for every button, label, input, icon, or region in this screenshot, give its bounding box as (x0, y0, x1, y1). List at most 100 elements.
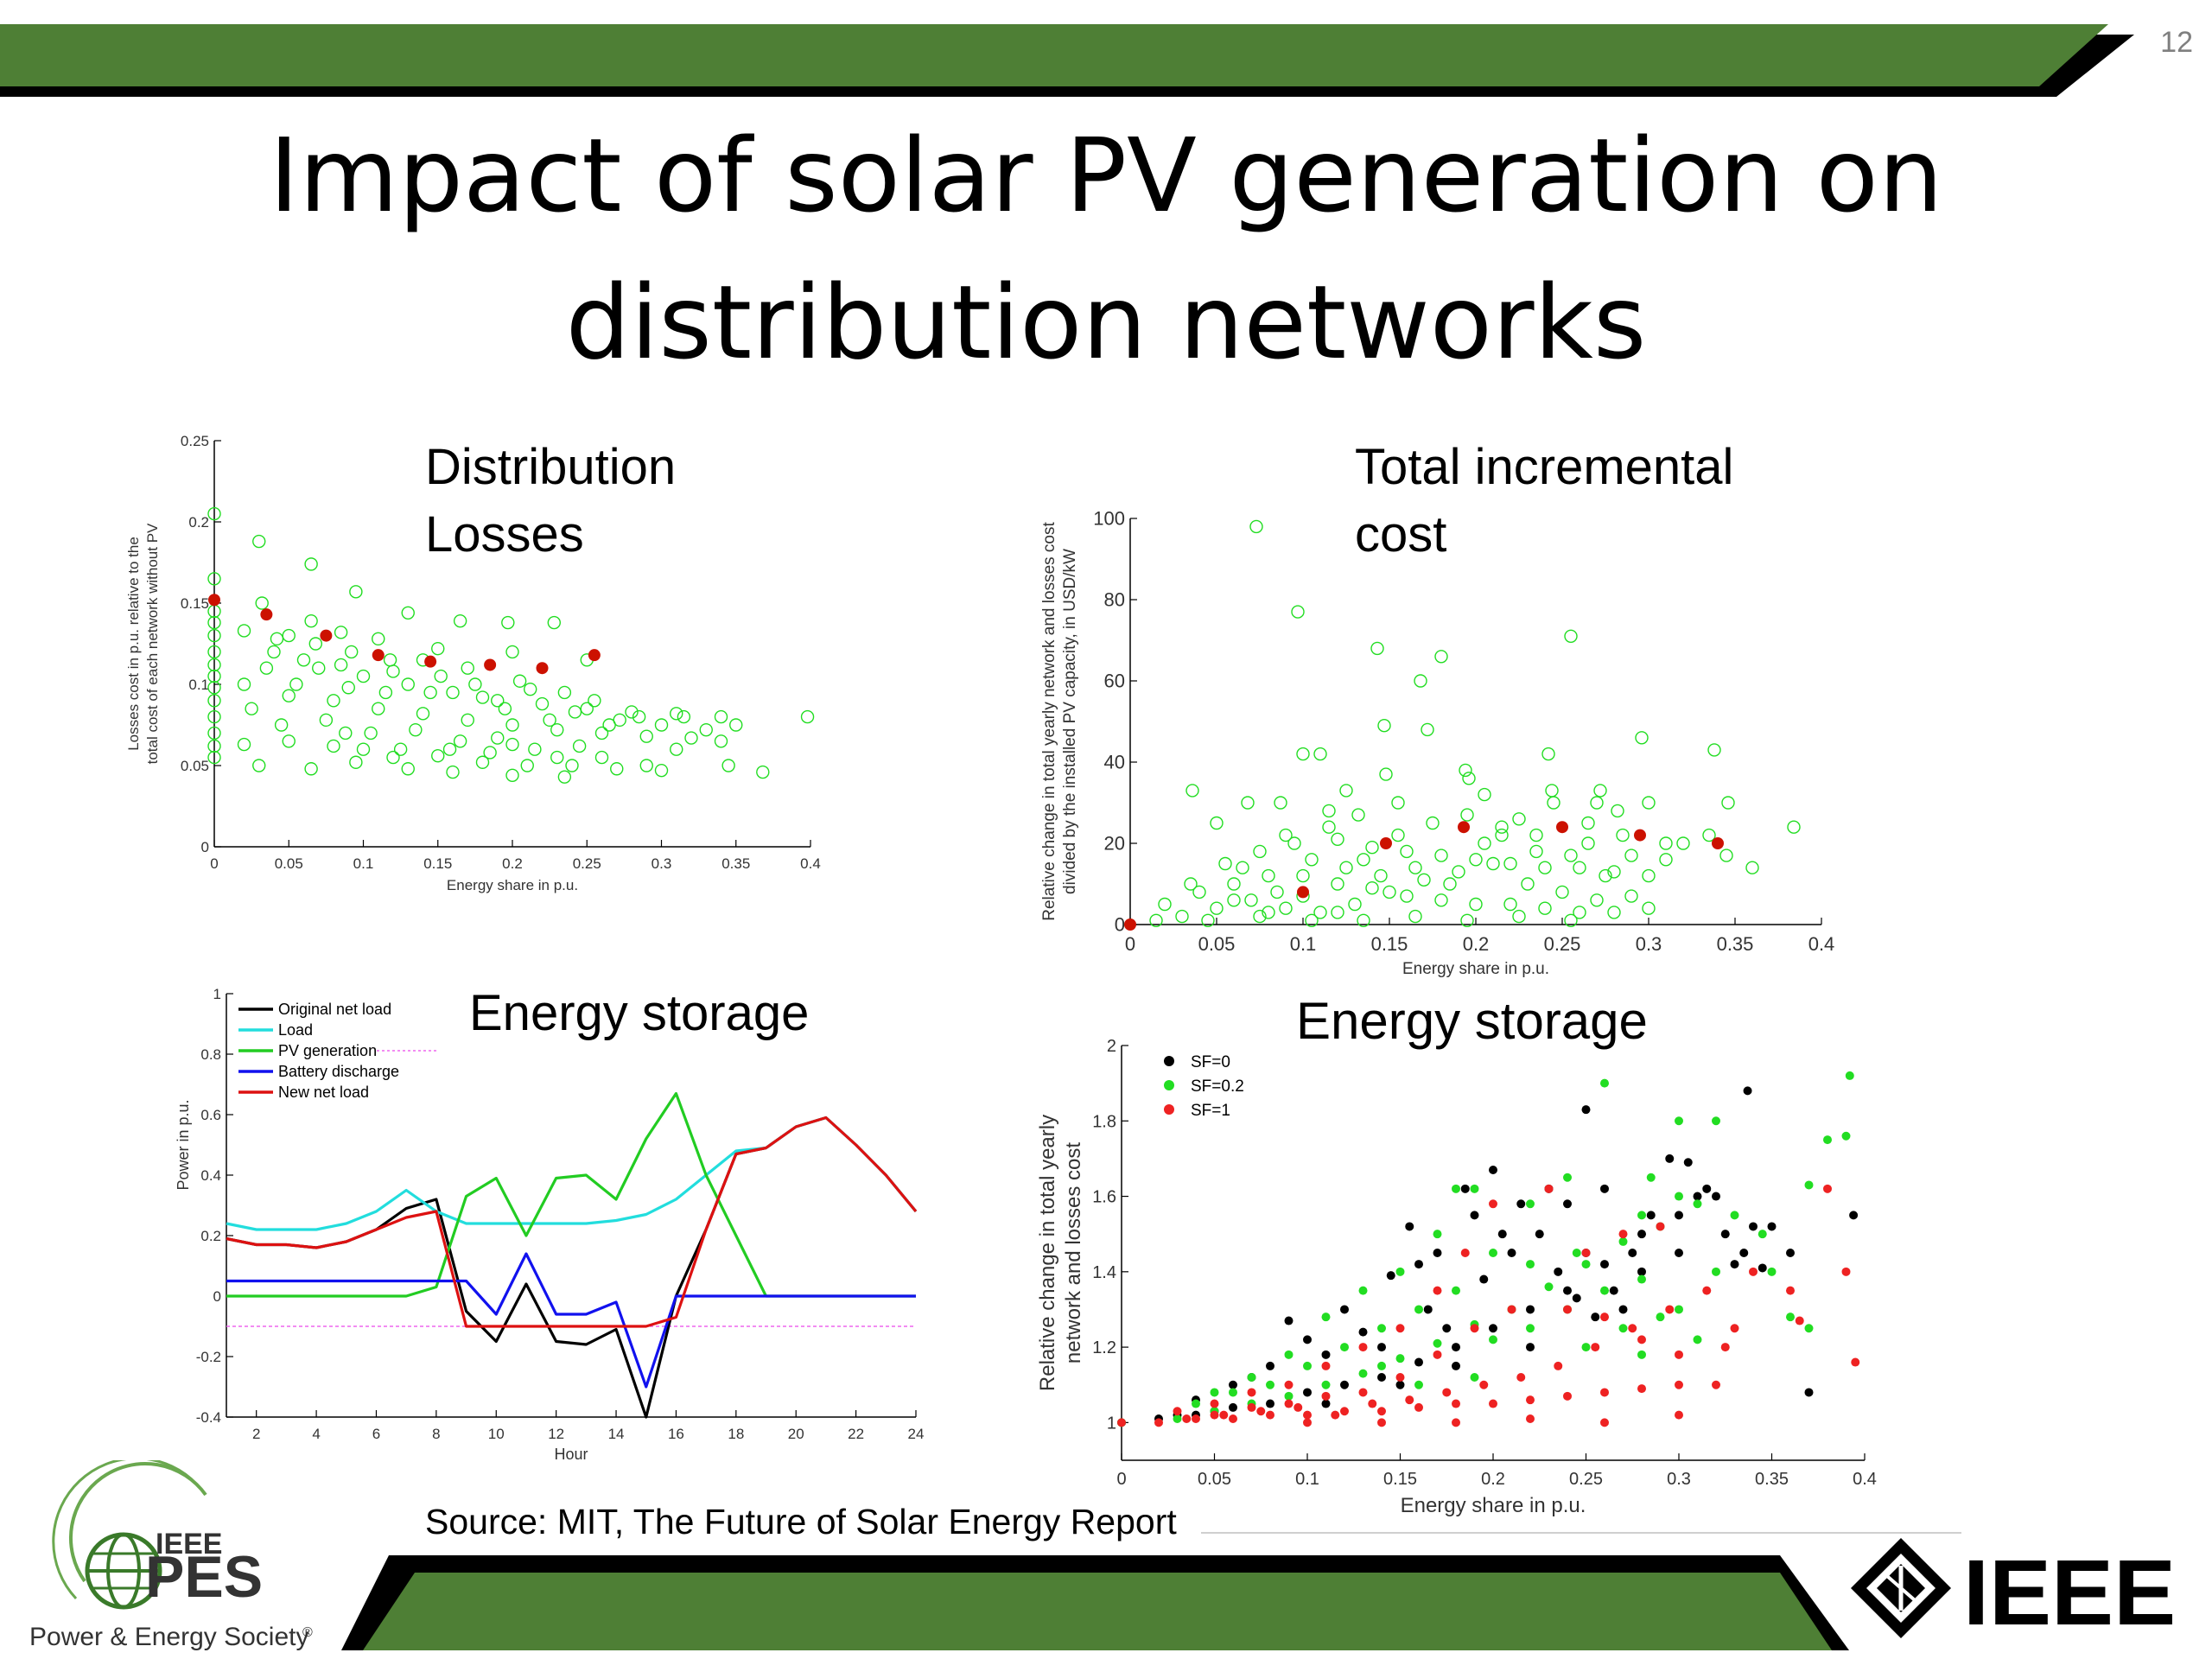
scatter-point (1266, 1410, 1274, 1420)
y-tick-label: 0.05 (181, 758, 209, 774)
x-tick-label: 10 (488, 1426, 505, 1442)
scatter-point (1637, 1267, 1646, 1276)
chart-title: Energy storage (469, 985, 809, 1041)
scatter-point (1256, 1407, 1266, 1416)
scatter-point (1296, 868, 1310, 883)
series-line (226, 1252, 916, 1389)
x-tick-label: 0.25 (1569, 1470, 1603, 1489)
scatter-point (1712, 1267, 1720, 1276)
scatter-point (267, 645, 281, 659)
scatter-point (1452, 1418, 1460, 1427)
x-tick-label: 22 (848, 1426, 864, 1442)
y-axis-label-line-1: Relative change in total yearly (1036, 1115, 1059, 1391)
scatter-point (1573, 906, 1586, 919)
scatter-point (409, 722, 423, 737)
title-line-1: Impact of solar PV generation on (269, 116, 1943, 235)
x-tick-label: 0.4 (1853, 1470, 1877, 1489)
pes-logo-big: PES (145, 1544, 263, 1610)
scatter-point (424, 655, 437, 668)
scatter-point (1804, 1180, 1814, 1190)
scatter-point (1478, 836, 1491, 850)
scatter-point (1279, 901, 1293, 915)
y-tick-label: -0.2 (196, 1349, 221, 1365)
scatter-point (386, 750, 400, 765)
page-number: 12 (2160, 26, 2193, 59)
scatter-point (1786, 1286, 1795, 1295)
scatter-point (1489, 1335, 1497, 1344)
scatter-point (1331, 1410, 1340, 1420)
pes-logo-reg: ® (302, 1625, 313, 1640)
scatter-point (1675, 1350, 1683, 1359)
x-tick-label: 0.35 (1755, 1470, 1789, 1489)
scatter-point (1339, 784, 1353, 798)
scatter-point (1591, 1313, 1600, 1322)
scatter-point (1158, 897, 1172, 912)
scatter-point (1442, 1324, 1452, 1333)
scatter-point (1365, 841, 1379, 855)
scatter-point (1526, 1260, 1535, 1269)
y-tick-label: 0.8 (200, 1046, 221, 1063)
scatter-point (1331, 877, 1344, 891)
scatter-point (1564, 849, 1578, 862)
scatter-point (1767, 1222, 1777, 1231)
scatter-point (1382, 885, 1396, 899)
legend-label: SF=1 (1191, 1102, 1230, 1120)
scatter-point (1544, 1184, 1554, 1193)
scatter-point (1607, 906, 1621, 919)
scatter-point (1368, 1399, 1377, 1408)
scatter-point (1675, 1192, 1683, 1201)
scatter-point (1665, 1305, 1675, 1314)
scatter-point (207, 572, 221, 586)
scatter-point (1423, 1305, 1433, 1314)
scatter-point (208, 594, 220, 607)
scatter-point (1590, 796, 1604, 810)
scatter-point (1554, 1267, 1563, 1276)
x-tick-label: 6 (372, 1426, 380, 1442)
scatter-point (1730, 1260, 1739, 1269)
scatter-point (1675, 1249, 1683, 1257)
pes-logo: IEEE PES Power & Energy Society ® (24, 1457, 335, 1659)
scatter-point (401, 606, 415, 620)
scatter-point (1284, 1316, 1294, 1325)
scatter-point (1758, 1263, 1767, 1273)
scatter-point (1637, 1350, 1646, 1359)
scatter-point (1460, 1249, 1470, 1257)
scatter-point (237, 737, 251, 752)
x-tick-label: 0.05 (1198, 1470, 1231, 1489)
scatter-point (1823, 1184, 1832, 1193)
scatter-point (1358, 1343, 1368, 1352)
scatter-point (1555, 885, 1569, 899)
scatter-point (1340, 1407, 1349, 1416)
scatter-point (282, 628, 296, 643)
scatter-point (207, 658, 221, 672)
scatter-point (304, 762, 318, 776)
top-band-green (0, 24, 2108, 86)
scatter-point (1395, 1354, 1405, 1363)
x-tick-label: 0.3 (652, 855, 672, 872)
scatter-point (1303, 1361, 1312, 1370)
scatter-point (1339, 861, 1353, 874)
scatter-point (1823, 1135, 1832, 1145)
scatter-point (1433, 1350, 1442, 1359)
scatter-point (1642, 868, 1656, 883)
scatter-point (1470, 1211, 1479, 1220)
scatter-point (1600, 1184, 1609, 1193)
scatter-point (334, 626, 348, 639)
scatter-point (1593, 784, 1607, 798)
x-tick-label: 0.35 (721, 855, 750, 872)
scatter-point (639, 759, 653, 772)
scatter-point (1321, 1380, 1331, 1389)
scatter-point (1730, 1211, 1739, 1220)
scatter-point (1507, 1305, 1516, 1314)
scatter-point (1284, 1391, 1294, 1401)
scatter-point (1628, 1324, 1637, 1333)
scatter-point (1358, 1388, 1368, 1397)
ieee-diamond-icon (1851, 1538, 1951, 1638)
x-tick-label: 0.4 (800, 855, 821, 872)
y-axis-label-line-2: divided by the installed PV capacity, in… (1061, 549, 1079, 894)
scatter-point (1185, 784, 1199, 798)
scatter-point (237, 677, 251, 691)
scatter-point (1379, 767, 1393, 781)
legend-box (233, 997, 432, 1114)
scatter-point (1599, 868, 1612, 883)
